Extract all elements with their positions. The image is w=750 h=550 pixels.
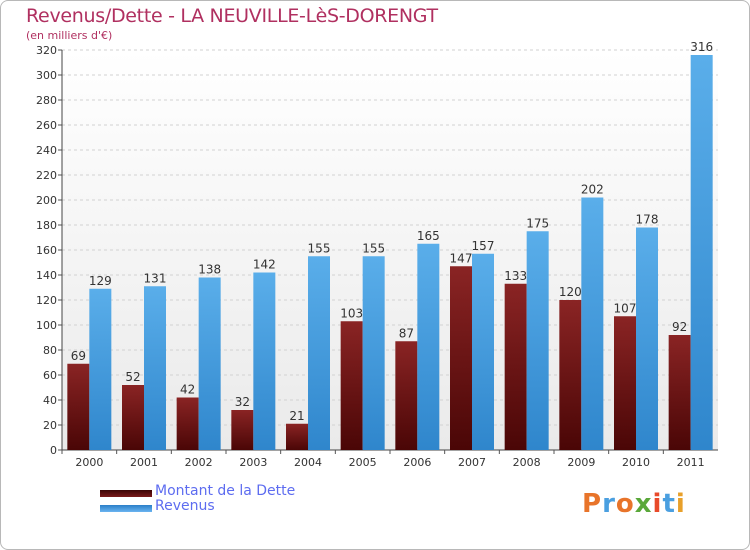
bar-revenue: [308, 256, 330, 450]
data-label-revenue: 175: [526, 216, 549, 230]
x-tick-label: 2002: [185, 456, 213, 469]
y-tick-label: 160: [36, 244, 57, 257]
legend-swatch-revenue: [100, 505, 152, 512]
y-tick-label: 120: [36, 294, 57, 307]
data-label-revenue: 178: [636, 213, 659, 227]
bar-debt: [450, 266, 472, 450]
x-tick-label: 2007: [458, 456, 486, 469]
logo-letter: i: [675, 489, 686, 519]
data-label-revenue: 316: [690, 40, 713, 54]
bar-debt: [559, 300, 582, 450]
chart-title: Revenus/Dette - LA NEUVILLE-LèS-DORENGT: [26, 5, 438, 27]
chart-subtitle: (en milliers d'€): [26, 29, 113, 42]
bar-debt: [176, 397, 199, 450]
x-tick-label: 2011: [677, 456, 705, 469]
data-label-debt: 21: [289, 409, 304, 423]
x-tick-label: 2004: [294, 456, 322, 469]
proxiti-logo: Proxiti: [582, 489, 686, 519]
bar-revenue: [417, 243, 440, 450]
logo-letter: x: [634, 489, 653, 519]
x-tick-label: 2008: [513, 456, 541, 469]
bar-debt: [504, 283, 527, 450]
bar-revenue: [89, 288, 112, 450]
y-tick-label: 180: [36, 219, 57, 232]
x-tick-label: 2009: [567, 456, 595, 469]
bar-revenue: [198, 277, 221, 450]
data-label-debt: 42: [180, 383, 195, 397]
y-tick-label: 80: [43, 344, 57, 357]
bar-debt: [340, 321, 363, 450]
data-label-debt: 133: [504, 269, 527, 283]
logo-letter: i: [652, 489, 663, 519]
y-tick-label: 300: [36, 69, 57, 82]
data-label-debt: 103: [340, 306, 363, 320]
data-label-debt: 69: [71, 349, 86, 363]
x-tick-label: 2006: [403, 456, 431, 469]
data-label-debt: 52: [125, 370, 140, 384]
y-tick-label: 200: [36, 194, 57, 207]
logo-letter: r: [602, 489, 616, 519]
x-tick-label: 2001: [130, 456, 158, 469]
legend-label-revenue: Revenus: [155, 498, 215, 514]
data-label-debt: 32: [235, 395, 250, 409]
data-label-debt: 120: [559, 285, 582, 299]
logo-letter: P: [582, 489, 603, 519]
data-label-revenue: 131: [144, 271, 167, 285]
y-tick-label: 280: [36, 94, 57, 107]
bar-debt: [122, 385, 144, 450]
bar-debt: [67, 363, 90, 450]
legend-swatch-debt: [100, 490, 152, 497]
data-label-debt: 87: [399, 326, 414, 340]
logo-letter: t: [662, 489, 676, 519]
data-label-debt: 107: [614, 301, 637, 315]
y-tick-label: 140: [36, 269, 57, 282]
bar-revenue: [636, 227, 658, 450]
y-tick-label: 260: [36, 119, 57, 132]
data-label-revenue: 155: [362, 241, 385, 255]
bar-revenue: [144, 286, 166, 450]
bar-debt: [668, 335, 691, 450]
bar-debt: [231, 410, 254, 450]
data-label-revenue: 202: [581, 183, 604, 197]
logo-letter: o: [615, 489, 635, 519]
x-tick-label: 2000: [75, 456, 103, 469]
x-tick-label: 2003: [239, 456, 267, 469]
y-tick-label: 0: [50, 444, 57, 457]
y-tick-label: 320: [36, 44, 57, 57]
legend-label-debt: Montant de la Dette: [155, 483, 296, 499]
bar-debt: [614, 316, 636, 450]
bar-revenue: [690, 55, 713, 450]
data-label-revenue: 157: [472, 239, 495, 253]
data-label-debt: 92: [672, 320, 687, 334]
bar-debt: [395, 341, 418, 450]
data-label-revenue: 155: [308, 241, 331, 255]
data-label-revenue: 138: [198, 263, 221, 277]
bar-revenue: [362, 256, 385, 450]
data-label-debt: 147: [450, 251, 473, 265]
x-tick-label: 2005: [349, 456, 377, 469]
x-tick-label: 2010: [622, 456, 650, 469]
y-tick-label: 220: [36, 169, 57, 182]
bar-revenue: [581, 197, 604, 450]
y-tick-label: 40: [43, 394, 57, 407]
data-label-revenue: 165: [417, 229, 440, 243]
data-label-revenue: 129: [89, 274, 112, 288]
bar-revenue: [472, 253, 494, 450]
y-tick-label: 240: [36, 144, 57, 157]
bar-revenue: [526, 231, 549, 450]
bar-revenue: [253, 272, 276, 450]
y-tick-label: 60: [43, 369, 57, 382]
y-tick-label: 100: [36, 319, 57, 332]
data-label-revenue: 142: [253, 258, 276, 272]
y-tick-label: 20: [43, 419, 57, 432]
bar-debt: [286, 423, 308, 450]
